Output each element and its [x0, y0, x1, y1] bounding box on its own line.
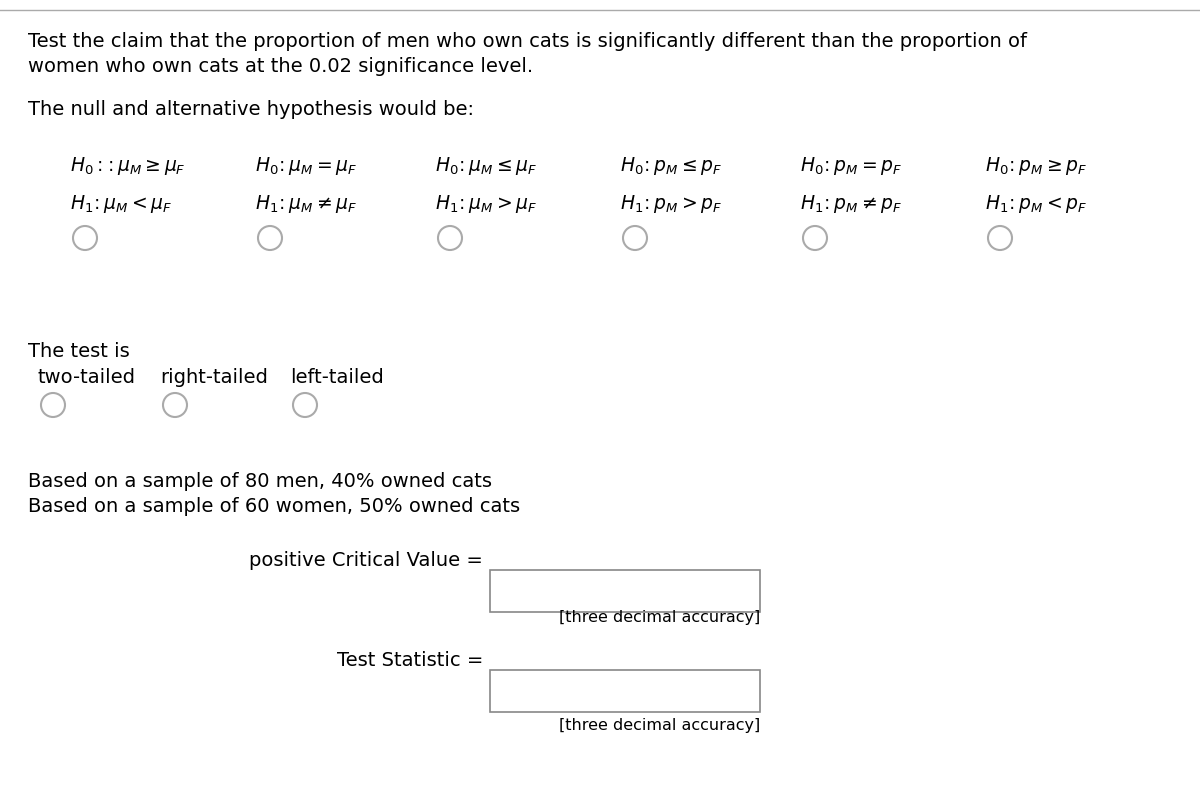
Circle shape: [163, 393, 187, 417]
Text: $H_0\!:\mu_M = \mu_F$: $H_0\!:\mu_M = \mu_F$: [256, 155, 358, 177]
Text: left-tailed: left-tailed: [290, 368, 384, 387]
Text: Test Statistic =: Test Statistic =: [337, 651, 482, 670]
Text: The test is: The test is: [28, 342, 130, 361]
Text: Based on a sample of 80 men, 40% owned cats: Based on a sample of 80 men, 40% owned c…: [28, 472, 492, 491]
Text: The null and alternative hypothesis would be:: The null and alternative hypothesis woul…: [28, 100, 474, 119]
Text: positive Critical Value =: positive Critical Value =: [250, 551, 482, 570]
Text: $H_1\!:p_M < p_F$: $H_1\!:p_M < p_F$: [985, 193, 1087, 215]
Text: $H_1\!:p_M > p_F$: $H_1\!:p_M > p_F$: [620, 193, 722, 215]
FancyBboxPatch shape: [490, 670, 760, 712]
FancyBboxPatch shape: [490, 570, 760, 612]
Circle shape: [293, 393, 317, 417]
Circle shape: [258, 226, 282, 250]
Text: women who own cats at the 0.02 significance level.: women who own cats at the 0.02 significa…: [28, 57, 533, 76]
Circle shape: [73, 226, 97, 250]
Circle shape: [41, 393, 65, 417]
Circle shape: [438, 226, 462, 250]
Text: Test the claim that the proportion of men who own cats is significantly differen: Test the claim that the proportion of me…: [28, 32, 1027, 51]
Circle shape: [803, 226, 827, 250]
Text: $H_1\!:p_M \neq p_F$: $H_1\!:p_M \neq p_F$: [800, 193, 902, 215]
Text: $H_1\!:\mu_M < \mu_F$: $H_1\!:\mu_M < \mu_F$: [70, 193, 172, 215]
Text: $H_1\!:\mu_M > \mu_F$: $H_1\!:\mu_M > \mu_F$: [436, 193, 538, 215]
Text: $H_0\!:p_M = p_F$: $H_0\!:p_M = p_F$: [800, 155, 902, 177]
Text: $H_0\!:\mu_M \leq \mu_F$: $H_0\!:\mu_M \leq \mu_F$: [436, 155, 538, 177]
Text: $H_0\!:p_M \geq p_F$: $H_0\!:p_M \geq p_F$: [985, 155, 1087, 177]
Text: Based on a sample of 60 women, 50% owned cats: Based on a sample of 60 women, 50% owned…: [28, 497, 520, 516]
Text: $H_0\!:p_M \leq p_F$: $H_0\!:p_M \leq p_F$: [620, 155, 722, 177]
Text: right-tailed: right-tailed: [160, 368, 268, 387]
Circle shape: [988, 226, 1012, 250]
Text: [three decimal accuracy]: [three decimal accuracy]: [559, 718, 760, 733]
Text: $H_0:\!:\mu_M \geq \mu_F$: $H_0:\!:\mu_M \geq \mu_F$: [70, 155, 186, 177]
Text: two-tailed: two-tailed: [38, 368, 136, 387]
Text: $H_1\!:\mu_M \neq \mu_F$: $H_1\!:\mu_M \neq \mu_F$: [256, 193, 358, 215]
Text: [three decimal accuracy]: [three decimal accuracy]: [559, 610, 760, 625]
Circle shape: [623, 226, 647, 250]
